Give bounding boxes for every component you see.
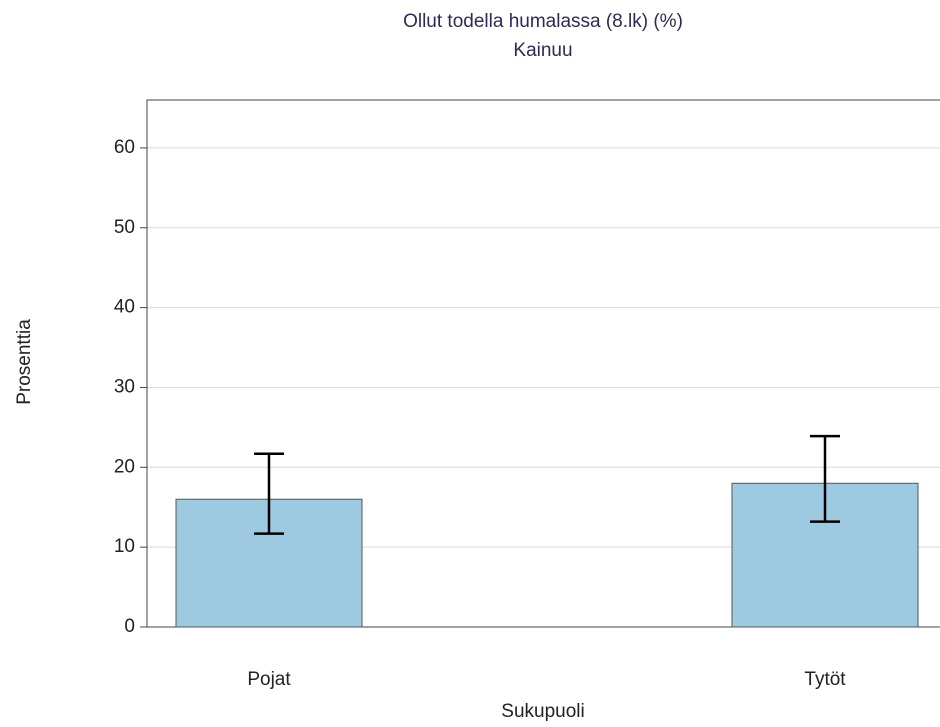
y-tick-label: 0 (124, 616, 135, 637)
y-axis-label: Prosenttia (14, 319, 35, 405)
chart-title: Ollut todella humalassa (8.lk) (%) (403, 11, 683, 32)
y-tick-label: 60 (114, 137, 135, 158)
error-bar (810, 434, 840, 523)
x-tick-label: Tytöt (804, 669, 846, 690)
x-tick-label: Pojat (247, 669, 291, 690)
chart-subtitle: Kainuu (513, 40, 572, 61)
y-tick-label: 30 (114, 376, 135, 397)
plot-frame (146, 99, 940, 628)
x-axis-label: Sukupuoli (501, 701, 584, 722)
y-tick-label: 50 (114, 217, 135, 238)
y-tick-label: 40 (114, 297, 135, 318)
y-tick-label: 20 (114, 456, 135, 477)
y-tick-label: 10 (114, 536, 135, 557)
error-bar (254, 452, 284, 535)
